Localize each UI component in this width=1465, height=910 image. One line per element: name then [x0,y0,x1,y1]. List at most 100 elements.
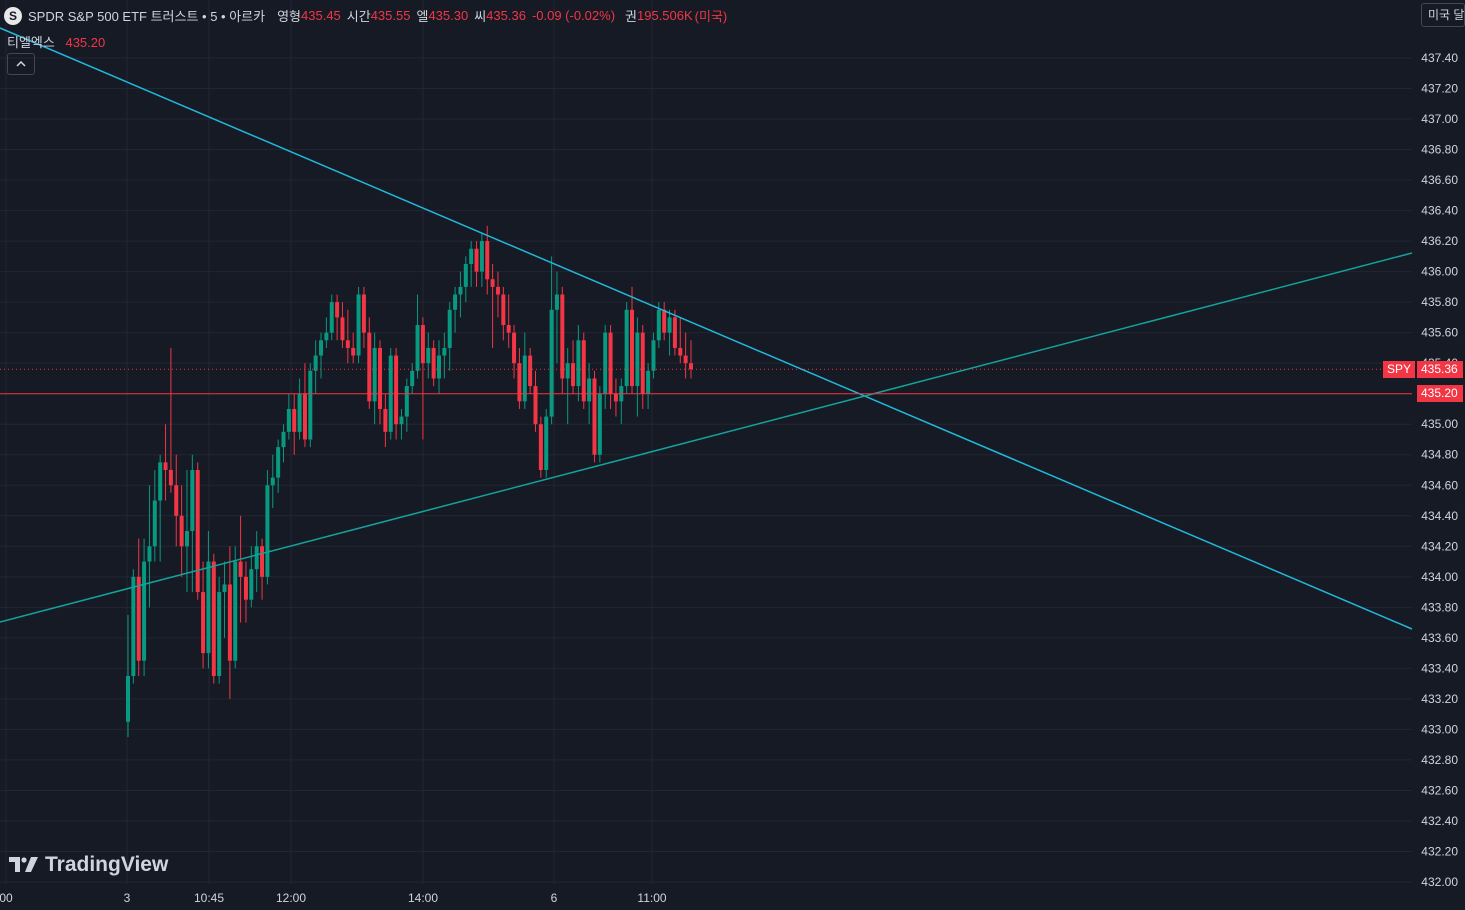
candles [126,225,693,738]
ascending-trendline[interactable] [0,252,1413,623]
last-price-label: 435.36 [1417,360,1463,378]
candle-body [329,302,334,333]
candle-body [512,332,517,364]
candle-body [469,248,474,264]
trendlines[interactable] [0,27,1413,630]
candle-body [222,584,227,593]
open-label: 영형 [277,9,302,24]
candle-body [436,355,441,379]
candle-body [453,294,458,310]
open-value: 435.45 [301,8,341,23]
candle-body [431,347,436,379]
volume-suffix: (미국) [694,9,728,24]
candle-body [603,332,608,394]
indicator-legend[interactable]: 티엘엑스 435.20 [7,32,105,51]
candle-body [576,340,581,387]
collapse-legend-button[interactable] [7,53,35,75]
candle-body [324,332,329,341]
candle-body [662,309,667,333]
candle-body [528,355,533,387]
candle-body [233,561,238,661]
low-value: 435.30 [428,8,469,23]
high-label: 시간 [346,9,371,24]
candle-body [383,408,388,432]
tradingview-wordmark: TradingView [45,853,169,876]
price-tick-label: 434.40 [1421,509,1458,523]
candle-body [361,294,366,333]
currency-button[interactable]: 미국 달러 [1421,3,1465,27]
indicator-label[interactable]: 티엘엑스 [7,35,55,50]
candle-body [565,363,570,379]
candle-body [270,477,275,486]
candle-body [238,561,243,577]
price-tick-label: 435.60 [1421,326,1458,340]
symbol-logo-icon[interactable]: S [4,6,22,25]
candle-body [292,408,297,432]
candle-body [560,294,565,379]
candle-body [506,325,511,333]
chevron-up-icon [16,58,26,70]
candle-body [463,264,468,287]
price-tick-label: 436.40 [1421,204,1458,218]
candle-body [587,378,592,402]
candle-body [142,561,147,661]
candle-body [206,561,211,654]
time-axis[interactable]: 00 3 10:45 12:00 14:00 6 11:00 [0,891,667,905]
time-tick-label: 10:45 [194,891,224,905]
candle-body [179,515,184,547]
indicator-value: 435.20 [65,35,106,50]
candle-body [608,332,613,394]
candle-body [163,462,168,470]
horizontal-line-price-label: 435.20 [1417,385,1463,403]
candle-body [152,500,157,547]
price-tick-label: 432.80 [1421,753,1458,767]
candle-body [592,378,597,455]
price-tick-label: 436.00 [1421,265,1458,279]
chart-grid [0,0,1412,884]
candle-body [646,370,651,394]
volume-value: 195.506K [637,8,693,23]
candle-body [410,370,415,387]
candle-body [351,347,356,356]
candle-body [399,416,404,425]
tradingview-logo-icon [9,855,39,876]
candle-body [260,546,265,577]
price-tick-label: 435.00 [1421,417,1458,431]
candle-body [495,286,500,295]
candle-body [442,347,447,356]
candle-body [656,309,661,341]
price-axis[interactable]: 437.40 437.20 437.00 436.80 436.60 436.40 436.… [1421,51,1458,889]
candle-body [635,332,640,387]
candle-body [345,340,350,348]
candle-body [394,355,399,425]
price-tick-label: 433.20 [1421,692,1458,706]
time-tick-label: 11:00 [637,891,666,905]
candle-body [581,340,586,402]
time-tick-label: 6 [551,891,558,905]
time-tick-label: 00 [0,891,13,905]
symbol-title[interactable]: SPDR S&P 500 ETF 트러스트 • 5 • 아르카 [28,9,266,24]
candle-body [297,393,302,432]
tradingview-watermark[interactable]: TradingView [9,853,168,877]
candle-body [678,347,683,356]
candle-body [254,546,259,570]
candle-body [554,294,559,310]
price-tick-label: 434.20 [1421,539,1458,553]
candle-body [549,309,554,417]
candle-body [667,317,672,333]
candle-body [313,355,318,371]
candle-body [286,408,291,432]
candle-body [195,470,200,593]
candle-body [672,317,677,348]
candle-body [201,592,206,654]
candle-body [415,325,420,371]
descending-trendline[interactable] [0,27,1413,630]
candle-body [613,393,618,402]
candle-body [517,363,522,402]
candle-body [131,576,136,676]
candle-body [544,416,549,470]
time-tick-label: 14:00 [408,891,438,905]
candle-body [378,347,383,409]
candle-body [211,561,216,676]
